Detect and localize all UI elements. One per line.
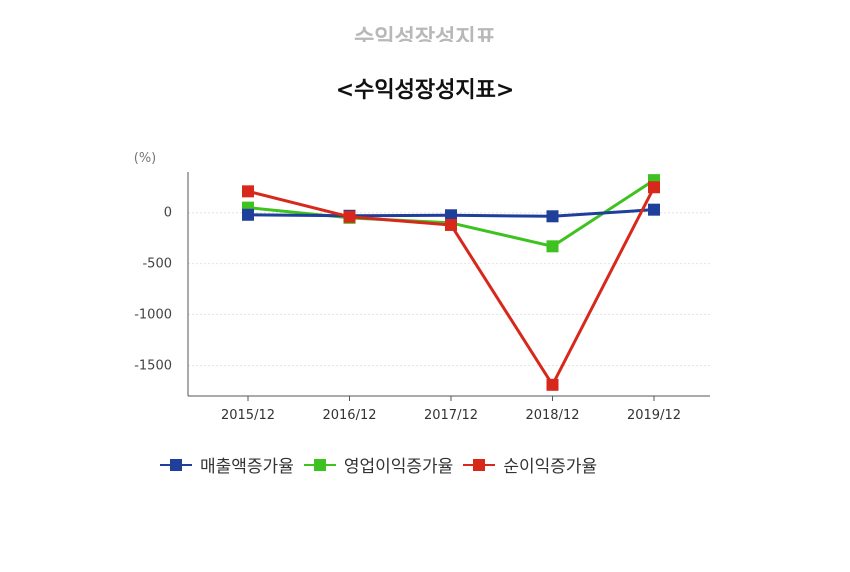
legend-item-operating-income-growth[interactable]: 영업이익증가율 bbox=[303, 452, 454, 477]
legend-marker-operating-income-growth bbox=[303, 458, 336, 471]
y-tick-label: 0 bbox=[164, 206, 172, 221]
y-axis-label: (%) bbox=[134, 151, 157, 166]
data-point-2-0 bbox=[242, 185, 254, 198]
data-point-2-3 bbox=[546, 378, 559, 391]
x-tick-label: 2015/12 bbox=[221, 408, 275, 423]
legend-label-operating-income-growth: 영업이익증가율 bbox=[343, 457, 454, 477]
data-point-0-2 bbox=[445, 209, 457, 222]
legend-label-revenue-growth: 매출액증가율 bbox=[200, 457, 294, 477]
obscured-title-text: 수익성장성지표 bbox=[354, 26, 496, 42]
legend: 매출액증가율 영업이익증가율 순이익증가율 bbox=[160, 452, 607, 477]
data-point-0-3 bbox=[546, 210, 559, 223]
data-point-0-4 bbox=[648, 203, 660, 216]
y-tick-label: -1500 bbox=[134, 358, 172, 373]
legend-marker-revenue-growth bbox=[160, 458, 192, 471]
data-point-2-2 bbox=[445, 218, 457, 231]
legend-item-revenue-growth[interactable]: 매출액증가율 bbox=[160, 452, 294, 477]
data-point-2-1 bbox=[343, 210, 356, 223]
data-point-0-0 bbox=[242, 208, 254, 221]
legend-square bbox=[313, 458, 326, 471]
x-tick-label: 2019/12 bbox=[627, 408, 681, 423]
y-tick-label: -1000 bbox=[134, 308, 172, 323]
legend-square bbox=[473, 458, 486, 471]
chart-title: <수익성장성지표> bbox=[335, 78, 515, 103]
plot-area bbox=[188, 172, 710, 396]
x-tick-label: 2016/12 bbox=[322, 408, 376, 423]
legend-item-net-income-growth[interactable]: 순이익증가율 bbox=[463, 452, 597, 477]
data-point-1-3 bbox=[546, 240, 559, 253]
x-tick-label: 2017/12 bbox=[424, 408, 478, 423]
data-point-2-4 bbox=[648, 181, 660, 194]
legend-marker-net-income-growth bbox=[463, 458, 496, 471]
x-tick-label: 2018/12 bbox=[525, 408, 579, 423]
legend-label-net-income-growth: 순이익증가율 bbox=[503, 457, 598, 477]
legend-square bbox=[170, 458, 182, 471]
y-tick-label: -500 bbox=[142, 257, 172, 272]
